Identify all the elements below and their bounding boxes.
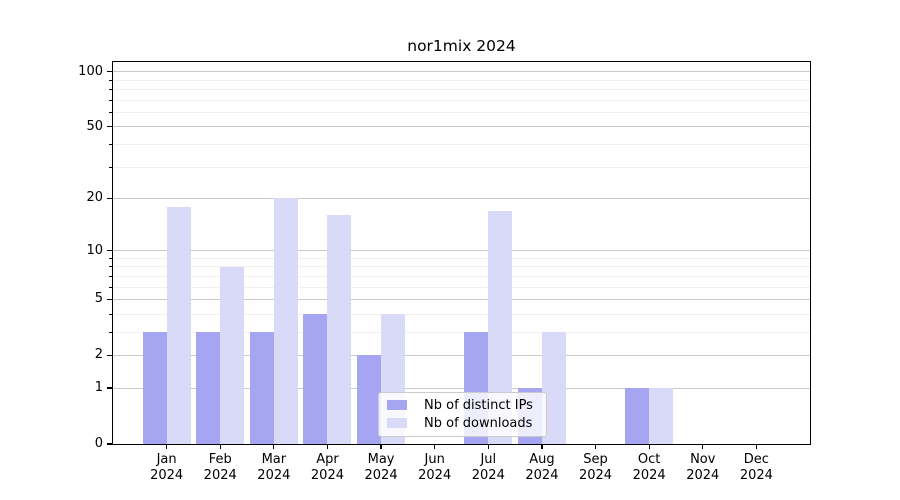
xtick-mark [648, 445, 650, 449]
bar-distinct-ips-jan [142, 332, 167, 444]
legend-item-downloads: Nb of downloads [379, 414, 546, 432]
minor-gridline [113, 266, 810, 268]
bar-downloads-mar [273, 198, 298, 444]
xtick-label-oct: Oct 2024 [632, 452, 666, 483]
minor-gridline [113, 99, 810, 101]
legend: Nb of distinct IPs Nb of downloads [378, 392, 547, 437]
xtick-mark [487, 445, 489, 449]
major-gridline [113, 387, 810, 389]
ytick-label: 100 [78, 63, 103, 79]
xtick-mark [755, 445, 757, 449]
xtick-mark [541, 445, 543, 449]
xtick-label-mar: Mar 2024 [257, 452, 291, 483]
xtick-mark [326, 445, 329, 449]
chart-title: nor1mix 2024 [407, 37, 516, 55]
ytick-label: 50 [86, 118, 103, 134]
xtick-label-jan: Jan 2024 [150, 452, 184, 483]
xtick-mark [380, 445, 382, 449]
xtick-mark [434, 445, 436, 449]
minor-gridline [113, 79, 810, 81]
ytick-label: 5 [94, 291, 103, 307]
ytick-label: 1 [94, 380, 103, 396]
xtick-mark [166, 445, 168, 449]
ytick-label: 2 [94, 347, 103, 363]
minor-gridline [113, 166, 810, 168]
minor-gridline [113, 286, 810, 288]
minor-gridline [113, 111, 810, 113]
major-gridline [113, 354, 810, 356]
xtick-label-may: May 2024 [364, 452, 398, 483]
ytick-label: 0 [94, 436, 103, 451]
xtick-mark [594, 445, 597, 449]
xtick-label-nov: Nov 2024 [686, 452, 720, 483]
bar-distinct-ips-oct [625, 388, 650, 444]
legend-swatch-downloads [387, 418, 407, 428]
bar-distinct-ips-may [357, 355, 382, 444]
legend-item-distinct-ips: Nb of distinct IPs [379, 396, 546, 414]
legend-swatch-distinct-ips [387, 400, 407, 410]
minor-gridline [113, 257, 810, 259]
bar-downloads-oct [649, 388, 674, 444]
bar-distinct-ips-apr [303, 314, 328, 444]
grid-layer [113, 62, 810, 444]
xtick-label-sep: Sep 2024 [578, 452, 613, 483]
major-gridline [113, 250, 810, 252]
ytick-label: 20 [86, 190, 103, 206]
xtick-label-apr: Apr 2024 [310, 452, 344, 483]
bar-downloads-apr [327, 215, 352, 444]
major-gridline [113, 298, 810, 300]
xtick-label-jul: Jul 2024 [471, 452, 505, 483]
minor-gridline [113, 143, 810, 145]
ytick-label: 10 [86, 242, 103, 258]
minor-gridline [113, 275, 810, 277]
xtick-label-jun: Jun 2024 [418, 452, 452, 483]
major-gridline [113, 197, 810, 199]
bar-distinct-ips-feb [196, 332, 221, 444]
xtick-mark [273, 445, 275, 449]
legend-label-distinct-ips: Nb of distinct IPs [424, 397, 533, 413]
xtick-mark [219, 445, 221, 449]
minor-gridline [113, 313, 810, 315]
minor-gridline [113, 331, 810, 333]
xtick-label-feb: Feb 2024 [203, 452, 237, 483]
major-gridline [113, 71, 810, 73]
bar-downloads-feb [220, 266, 245, 444]
plot-area: Nb of distinct IPs Nb of downloads [112, 61, 811, 445]
minor-gridline [113, 89, 810, 91]
bar-distinct-ips-mar [249, 332, 274, 444]
bar-downloads-jan [166, 206, 191, 444]
xtick-label-aug: Aug 2024 [525, 452, 559, 483]
xtick-label-dec: Dec 2024 [739, 452, 773, 483]
xtick-mark [702, 445, 704, 449]
major-gridline [113, 126, 810, 128]
bar-layer [113, 62, 810, 444]
legend-label-downloads: Nb of downloads [424, 415, 533, 431]
